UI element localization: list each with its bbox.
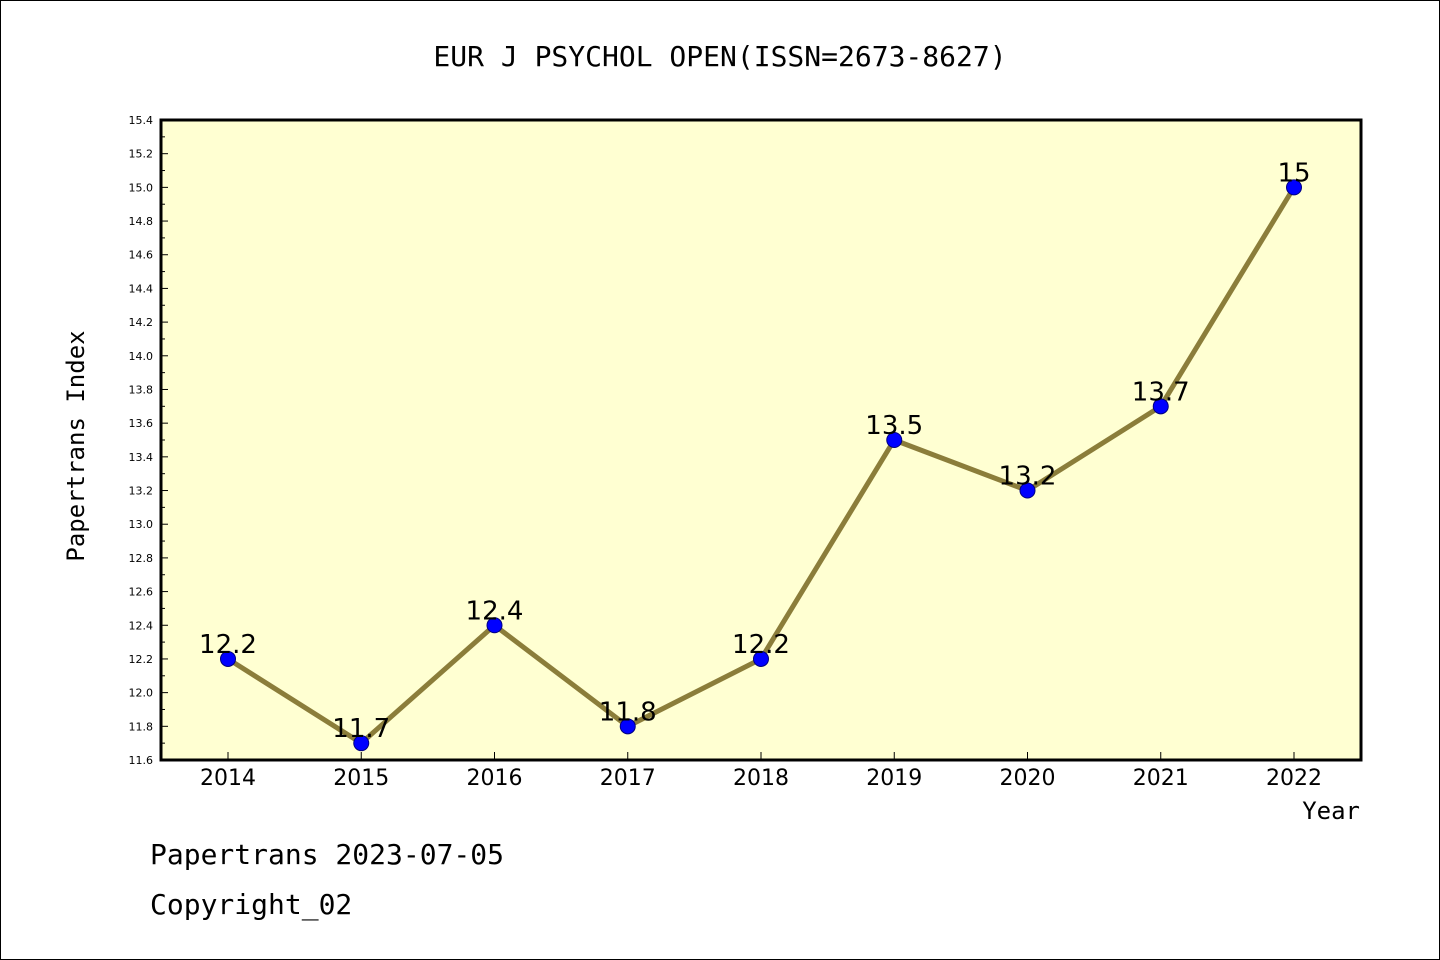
data-point	[486, 617, 503, 634]
data-point	[220, 650, 236, 667]
data-point	[886, 432, 903, 448]
y-tick-label: 14.0	[129, 350, 154, 363]
x-axis: 2014 2015 2016 2017 2018 2019 2020 2021 2022	[200, 752, 1322, 791]
data-point	[1286, 179, 1302, 196]
y-tick-label: 15.0	[129, 181, 154, 194]
data-label-layer: 12.2 11.7 12.4 11.8 12.2 13.5 13.2 13.7 15	[199, 158, 1310, 744]
data-label: 12.2	[199, 630, 257, 660]
y-axis: 11.6 11.8 12.0 12.2 12.4 12.6 12.8 13.0 13.2 13.4…	[129, 114, 168, 767]
y-tick-label: 13.0	[129, 518, 154, 531]
data-point	[619, 718, 636, 735]
footer-copyright: Copyright_02	[150, 888, 352, 922]
x-tick-label: 2016	[467, 766, 523, 791]
y-tick-label: 14.4	[129, 282, 154, 295]
x-tick-label: 2019	[866, 766, 922, 791]
y-tick-label: 11.8	[129, 720, 154, 733]
x-tick-label: 2017	[600, 766, 656, 791]
x-tick-label: 2018	[733, 766, 789, 791]
footer-date: Papertrans 2023-07-05	[150, 838, 504, 871]
y-tick-label: 11.6	[129, 754, 154, 767]
y-axis-label: Papertrans Index	[62, 330, 90, 561]
data-label: 15	[1277, 158, 1310, 188]
y-tick-label: 12.4	[129, 619, 154, 632]
y-tick-label: 13.4	[129, 451, 154, 464]
data-point	[1019, 482, 1036, 499]
plot-frame	[159, 118, 1363, 762]
data-label: 13.7	[1132, 377, 1190, 407]
chart-title: EUR J PSYCHOL OPEN(ISSN=2673-8627)	[433, 40, 1006, 73]
x-axis-label: Year	[1302, 797, 1360, 825]
y-tick-label: 12.0	[129, 687, 154, 700]
data-label: 11.7	[332, 714, 390, 744]
data-label: 13.2	[999, 462, 1057, 492]
x-tick-label: 2020	[1000, 766, 1056, 791]
y-tick-label: 15.4	[129, 114, 154, 127]
data-point	[353, 735, 370, 752]
x-tick-label: 2022	[1266, 766, 1322, 791]
y-tick-label: 14.8	[129, 215, 154, 228]
data-point	[1152, 398, 1169, 415]
y-tick-label: 12.8	[129, 552, 154, 565]
data-point	[753, 650, 769, 667]
data-label: 12.4	[466, 596, 524, 626]
data-label: 12.2	[732, 630, 790, 660]
x-tick-label: 2015	[333, 766, 389, 791]
series-layer	[220, 179, 1302, 752]
y-tick-label: 13.8	[129, 383, 154, 396]
data-label: 11.8	[599, 697, 657, 727]
x-tick-label: 2014	[200, 766, 256, 791]
y-tick-label: 14.6	[129, 249, 154, 262]
y-tick-label: 13.6	[129, 417, 154, 430]
data-label: 13.5	[865, 411, 923, 441]
y-tick-label: 15.2	[129, 148, 154, 161]
y-tick-label: 13.2	[129, 485, 154, 498]
y-tick-label: 12.6	[129, 586, 154, 599]
x-tick-label: 2021	[1133, 766, 1189, 791]
y-tick-label: 14.2	[129, 316, 154, 329]
y-tick-label: 12.2	[129, 653, 154, 666]
